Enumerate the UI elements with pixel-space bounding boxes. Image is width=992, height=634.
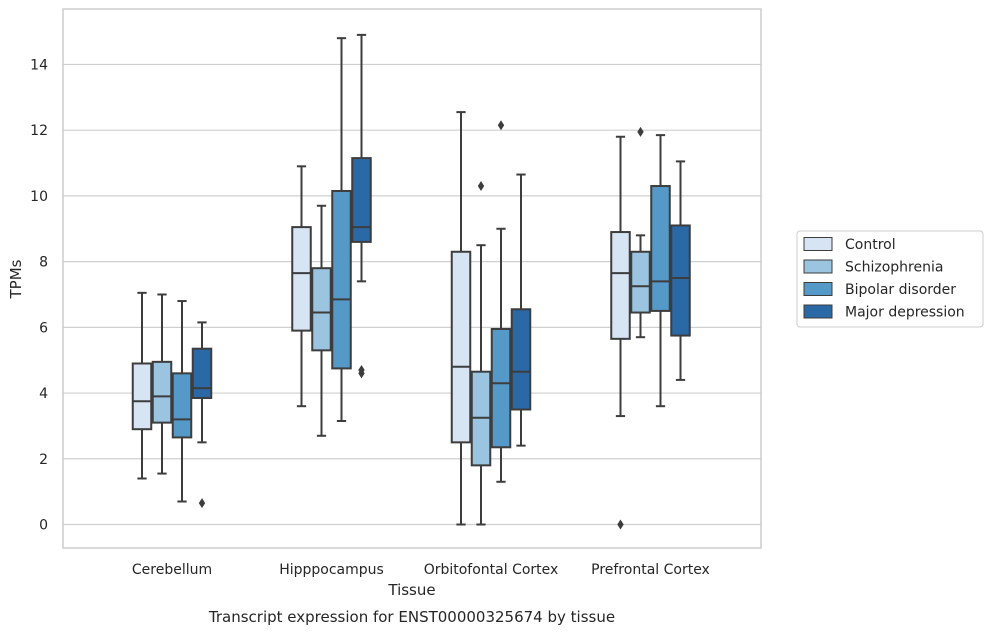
y-tick-label: 8 [39,255,48,271]
box-iqr [630,250,651,314]
box-iqr [650,185,671,312]
box-iqr [331,189,352,370]
y-tick-label: 14 [30,57,48,73]
x-axis-ticks: Cerebellum Hipppocampus Orbitofontal Corte… [132,562,710,578]
x-tick-label: Orbitofontal Cortex [424,562,559,578]
box-iqr [311,267,332,352]
box-control [291,165,312,408]
legend-swatch [803,282,833,296]
legend-swatch [803,304,833,319]
y-tick-label: 10 [30,189,48,205]
outlier-point [637,126,644,137]
box-schizophrenia [311,204,332,437]
box-iqr [351,157,372,243]
box-bipolar-disorder [650,134,671,408]
legend: Control Schizophrenia Bipolar disorder Majo… [796,230,984,328]
box-bipolar-disorder [331,37,352,422]
y-tick-label: 4 [39,386,48,402]
chart-caption: Transcript expression for ENST0000032567… [208,608,615,626]
y-tick-label: 6 [39,320,48,336]
box-control [131,291,153,480]
box-schizophrenia [151,293,173,475]
plot-area-frame [62,8,762,549]
legend-label: Schizophrenia [845,260,943,276]
box-bipolar-disorder [490,120,512,483]
box-schizophrenia [630,126,651,339]
box-iqr [610,231,631,340]
box-iqr [131,362,153,431]
legend-label: Major depression [845,305,965,321]
legend-label: Control [845,237,896,253]
outlier-point [198,498,206,509]
box-major-depression [510,173,532,447]
x-tick-label: Cerebellum [132,562,212,578]
outlier-point [617,519,624,530]
outlier-point [358,365,365,376]
y-tick-label: 12 [30,123,48,139]
box-iqr [510,308,532,411]
boxes [131,33,691,530]
box-schizophrenia [470,181,492,526]
box-iqr [191,347,213,399]
box-iqr [171,372,193,439]
x-tick-label: Prefrontal Cortex [591,562,710,578]
y-axis-ticks: 0 2 4 6 8 10 12 14 [30,57,48,533]
box-iqr [291,226,312,332]
x-axis-label: Tissue [387,581,435,599]
box-iqr [151,360,173,424]
y-tick-label: 2 [39,452,48,468]
box-major-depression [191,321,213,509]
box-iqr [670,224,691,337]
y-axis-label: TPMs [7,259,25,299]
box-major-depression [351,33,372,379]
box-iqr [450,250,472,444]
box-bipolar-disorder [171,300,193,503]
legend-swatch [803,237,833,251]
legend-label: Bipolar disorder [845,282,956,298]
box-control [450,111,472,526]
box-control [610,135,631,530]
box-iqr [490,327,512,449]
x-tick-label: Hipppocampus [279,562,384,578]
outlier-point [477,181,485,192]
outlier-point [497,120,505,131]
legend-swatch [803,259,833,274]
legend-frame [796,230,984,328]
box-major-depression [670,160,691,381]
y-tick-label: 0 [39,518,48,534]
